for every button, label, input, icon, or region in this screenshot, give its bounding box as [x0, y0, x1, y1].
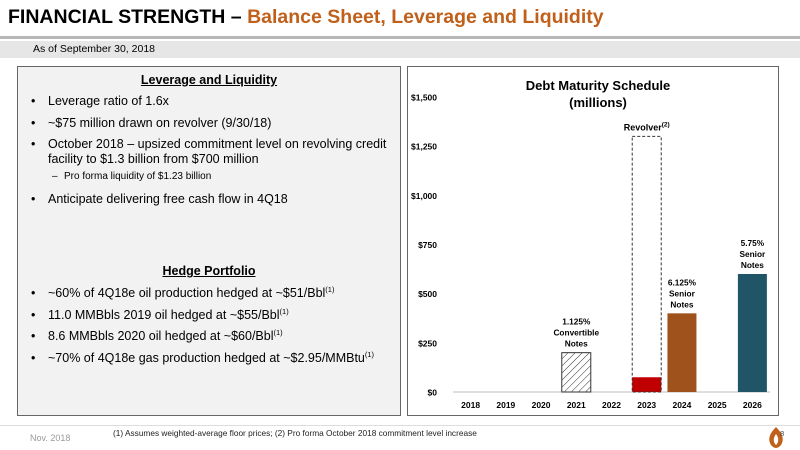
as-of-date: As of September 30, 2018	[33, 43, 155, 55]
x-tick-label: 2024	[672, 400, 691, 410]
hedge-heading: Hedge Portfolio	[162, 264, 256, 278]
data-label: 6.125%	[668, 277, 697, 287]
list-subitem: Pro forma liquidity of $1.23 billion	[30, 170, 390, 185]
company-logo-icon	[769, 427, 783, 448]
x-tick-label: 2019	[496, 400, 515, 410]
x-tick-label: 2021	[567, 400, 586, 410]
bar	[667, 313, 697, 392]
footnote: (1) Assumes weighted-average floor price…	[113, 428, 477, 438]
list-item: Leverage ratio of 1.6x	[30, 94, 390, 109]
footnote-marker: (1)	[325, 284, 335, 294]
bar	[632, 377, 662, 392]
y-tick-label: $750	[418, 240, 437, 250]
data-label: Revolver(2)	[624, 121, 670, 132]
page-title-subtitle: Balance Sheet, Leverage and Liquidity	[247, 6, 604, 28]
x-tick-label: 2020	[532, 400, 551, 410]
list-item: Anticipate delivering free cash flow in …	[30, 192, 390, 207]
chart-title-line1: Debt Maturity Schedule	[526, 78, 670, 93]
footer-divider	[0, 425, 800, 426]
data-label: Senior	[739, 249, 766, 259]
footnote-marker: (1)	[273, 327, 283, 337]
y-tick-label: $250	[418, 338, 437, 348]
x-tick-label: 2023	[637, 400, 656, 410]
data-label: Senior	[669, 288, 696, 298]
hedge-list: ~60% of 4Q18e oil production hedged at ~…	[30, 286, 390, 372]
list-item: ~70% of 4Q18e gas production hedged at ~…	[30, 349, 390, 366]
list-item: ~$75 million drawn on revolver (9/30/18)	[30, 116, 390, 131]
x-tick-label: 2022	[602, 400, 621, 410]
bar	[737, 274, 767, 392]
page-title: FINANCIAL STRENGTH – Balance Sheet, Leve…	[8, 6, 604, 29]
debt-maturity-chart-panel: Debt Maturity Schedule (millions) $0 $250…	[407, 66, 779, 416]
y-tick-label: $500	[418, 289, 437, 299]
y-tick-label: $0	[428, 388, 438, 398]
x-tick-label: 2025	[708, 400, 727, 410]
leverage-list: Leverage ratio of 1.6x ~$75 million draw…	[30, 94, 390, 213]
leverage-heading: Leverage and Liquidity	[140, 73, 278, 87]
y-tick-label: $1,500	[411, 93, 437, 103]
y-tick-label: $1,000	[411, 191, 437, 201]
list-item: ~60% of 4Q18e oil production hedged at ~…	[30, 286, 390, 301]
footnote-marker: (1)	[279, 306, 289, 316]
data-label: Notes	[670, 299, 693, 309]
list-item: October 2018 – upsized commitment level …	[30, 137, 390, 166]
footnote-marker: (1)	[364, 349, 375, 359]
data-label: Notes	[565, 339, 588, 349]
data-label: 1.125%	[562, 317, 591, 327]
debt-maturity-chart: Debt Maturity Schedule (millions) $0 $250…	[411, 78, 770, 410]
data-label: Convertible	[553, 328, 599, 338]
page-title-main: FINANCIAL STRENGTH –	[8, 6, 248, 28]
footer-date: Nov. 2018	[30, 433, 71, 443]
chart-title-line2: (millions)	[569, 95, 627, 110]
x-tick-label: 2018	[461, 400, 480, 410]
list-item: 8.6 MMBbls 2020 oil hedged at ~$60/Bbl(1…	[30, 329, 390, 344]
title-divider	[0, 36, 800, 39]
leverage-hedge-panel: Leverage and Liquidity Leverage ratio of…	[17, 66, 401, 416]
y-tick-label: $1,250	[411, 142, 437, 152]
x-tick-label: 2026	[743, 400, 762, 410]
data-label: 5.75%	[741, 238, 765, 248]
revolver-commitment-bar	[631, 135, 662, 393]
data-label: Notes	[741, 260, 764, 270]
revolver-footnote-marker: (2)	[662, 121, 670, 128]
page-number: 8	[780, 429, 785, 438]
list-item: 11.0 MMBbls 2019 oil hedged at ~$55/Bbl(…	[30, 306, 390, 323]
as-of-bar: As of September 30, 2018	[0, 41, 800, 58]
bar	[561, 352, 592, 393]
